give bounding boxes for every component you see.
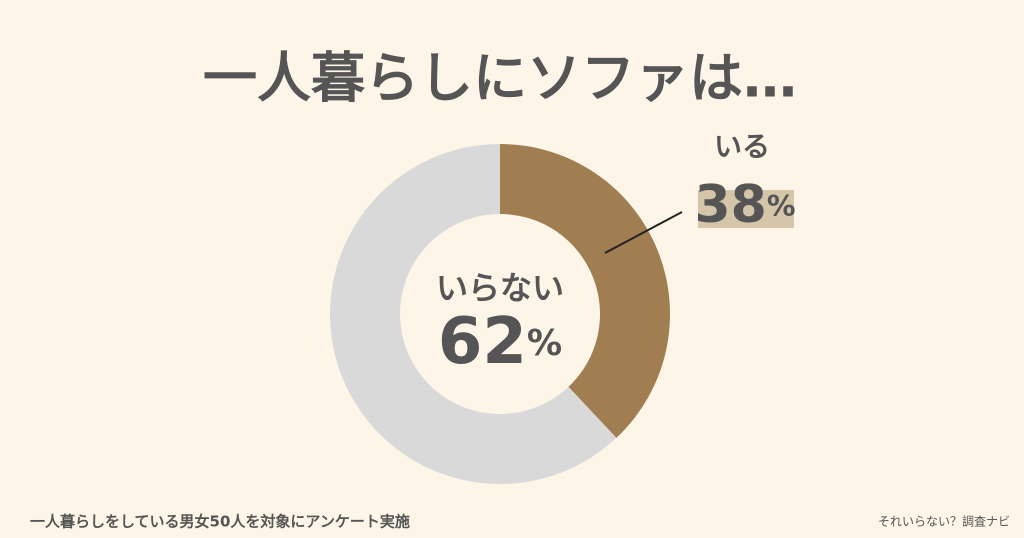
leader-line bbox=[604, 211, 683, 254]
chart-title: 一人暮らしにソファは… bbox=[203, 47, 797, 110]
donut-slice bbox=[329, 144, 617, 484]
donut-slice bbox=[500, 144, 670, 438]
note: 一人暮らしをしている男女50人を対象にアンケート実施 bbox=[30, 513, 410, 531]
category-label: いらない bbox=[436, 269, 564, 307]
category-label: いる bbox=[714, 130, 770, 163]
value-label: 38% bbox=[694, 175, 795, 235]
label-highlight bbox=[698, 190, 794, 228]
source: それいらない？調査ナビ bbox=[878, 515, 1010, 529]
value-label: 62% bbox=[438, 305, 562, 379]
